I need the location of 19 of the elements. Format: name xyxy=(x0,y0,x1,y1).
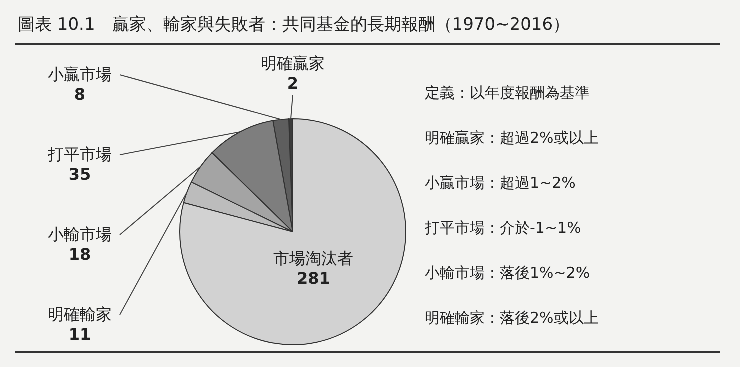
data-label: 35 xyxy=(68,165,92,184)
text: 小贏市場：超過1~2% xyxy=(425,174,576,192)
text: 定義：以年度報酬為基準 xyxy=(425,84,590,102)
data-label: 18 xyxy=(68,245,92,264)
slice-label: 小輸市場 xyxy=(48,225,112,244)
text: 明確贏家：超過2%或以上 xyxy=(425,129,599,147)
slice-label: 明確輸家 xyxy=(48,305,112,324)
text: 明確輸家：落後2%或以上 xyxy=(425,309,599,327)
data-label: 281 xyxy=(296,268,330,288)
chart-title: 圖表 10.1 贏家、輸家與失敗者：共同基金的長期報酬（1970~2016） xyxy=(18,15,570,35)
slice-label: 小贏市場 xyxy=(48,65,112,84)
text: 打平市場：介於-1~1% xyxy=(424,219,582,237)
slice-label: 市場淘汰者 xyxy=(274,248,354,268)
data-label: 2 xyxy=(287,74,299,93)
text: 小輸市場：落後1%~2% xyxy=(425,264,590,282)
slice-label: 明確贏家 xyxy=(261,54,325,73)
data-label: 8 xyxy=(74,85,86,104)
slice-label: 打平市場 xyxy=(47,145,112,164)
data-label: 11 xyxy=(68,325,92,344)
